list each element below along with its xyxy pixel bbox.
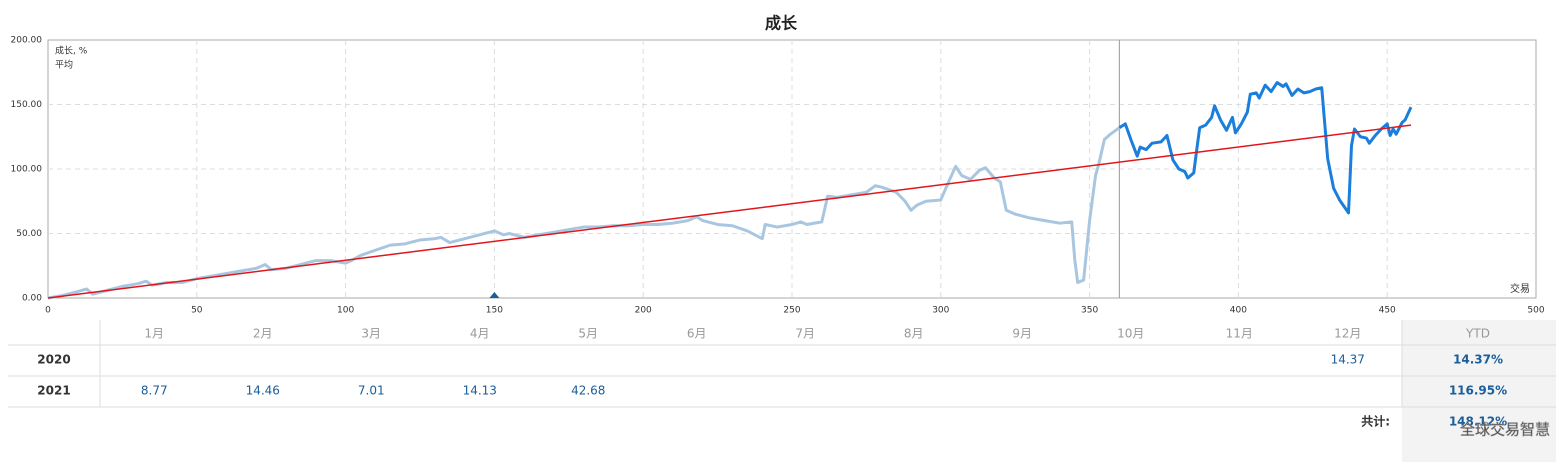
column-header: 4月 [470,327,490,341]
ytd-cell: 14.37% [1453,353,1503,367]
total-label: 共计: [1361,414,1390,429]
series-line [47,124,1412,299]
column-header: 9月 [1012,327,1032,341]
column-header: 12月 [1334,327,1361,341]
event-marker [489,292,500,298]
ytd-cell: 116.95% [1449,384,1507,398]
series-line [1118,81,1413,215]
ytd-column-bg [1402,320,1556,462]
y-tick-label: 50.00 [16,229,42,239]
x-tick-label: 150 [486,306,503,316]
legend-entry: 平均 [55,59,73,71]
column-header: 1月 [144,327,164,341]
x-tick-label: 500 [1527,306,1544,316]
x-tick-label: 300 [932,306,949,316]
total-value: 148.12% [1449,415,1507,429]
column-header: YTD [1465,327,1490,341]
x-tick-label: 400 [1230,306,1247,316]
x-axis-label: 交易 [1510,282,1530,295]
x-tick-label: 100 [337,306,354,316]
table-cell: 42.68 [571,384,605,398]
x-tick-label: 350 [1081,306,1098,316]
column-header: 10月 [1117,327,1144,341]
table-cell: 7.01 [358,384,385,398]
x-tick-label: 0 [45,306,51,316]
legend-entry: 成长, % [55,45,88,57]
column-header: 6月 [687,327,707,341]
column-header: 11月 [1226,327,1253,341]
y-tick-label: 100.00 [11,165,43,175]
chart-title: 成长 [765,14,798,33]
y-tick-label: 150.00 [11,100,43,110]
table-cell: 14.46 [246,384,280,398]
column-header: 7月 [795,327,815,341]
table-cell: 14.37 [1331,353,1365,367]
column-header: 8月 [904,327,924,341]
x-tick-label: 200 [635,306,652,316]
x-tick-label: 250 [783,306,800,316]
column-header: 5月 [578,327,598,341]
x-tick-label: 50 [191,306,203,316]
column-header: 3月 [361,327,381,341]
y-tick-label: 0.00 [22,294,42,304]
row-year: 2021 [37,384,70,398]
table-cell: 14.13 [463,384,497,398]
watermark: 全球交易智慧 [1460,421,1550,439]
y-tick-label: 200.00 [11,36,43,46]
table-cell: 8.77 [141,384,168,398]
row-year: 2020 [37,353,70,367]
column-header: 2月 [253,327,273,341]
x-tick-label: 450 [1379,306,1396,316]
series-line [47,126,1121,300]
